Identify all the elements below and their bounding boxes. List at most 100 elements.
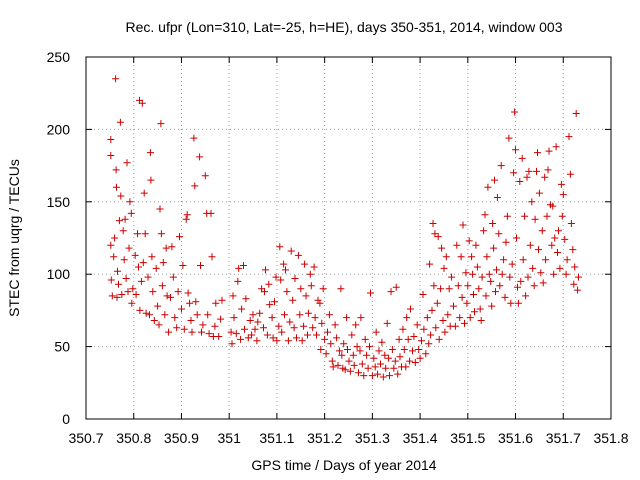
data-point bbox=[350, 361, 358, 369]
data-point bbox=[489, 220, 497, 227]
data-point bbox=[307, 282, 315, 290]
data-point bbox=[498, 270, 506, 278]
data-point bbox=[522, 292, 530, 300]
data-point bbox=[193, 311, 201, 319]
data-point bbox=[241, 325, 248, 333]
data-point bbox=[567, 220, 575, 227]
data-point bbox=[392, 283, 400, 291]
data-point bbox=[416, 354, 424, 362]
data-point bbox=[448, 273, 456, 281]
x-tick-label: 351.8 bbox=[593, 430, 628, 446]
data-point bbox=[530, 282, 538, 290]
data-point bbox=[335, 347, 343, 355]
data-point bbox=[383, 319, 391, 327]
data-point bbox=[124, 288, 132, 296]
data-point bbox=[297, 285, 305, 293]
data-point bbox=[469, 270, 477, 278]
data-point bbox=[462, 269, 470, 277]
data-point bbox=[230, 314, 238, 322]
data-point bbox=[317, 346, 325, 353]
data-point bbox=[422, 350, 430, 358]
data-point bbox=[433, 299, 441, 307]
data-point bbox=[418, 337, 425, 345]
data-point bbox=[385, 354, 393, 362]
data-point bbox=[388, 346, 396, 353]
data-point bbox=[201, 172, 209, 180]
data-point bbox=[375, 347, 383, 355]
data-point bbox=[310, 263, 318, 271]
data-point bbox=[316, 299, 324, 307]
data-point bbox=[544, 166, 552, 174]
data-point bbox=[322, 350, 330, 358]
data-point bbox=[420, 325, 428, 333]
data-point bbox=[276, 243, 284, 251]
data-point bbox=[543, 212, 551, 220]
data-point bbox=[570, 280, 578, 288]
data-point bbox=[284, 337, 292, 345]
x-tick-label: 351 bbox=[218, 430, 242, 446]
data-point bbox=[331, 321, 339, 329]
data-point bbox=[156, 205, 164, 213]
data-point bbox=[404, 335, 412, 343]
data-point bbox=[152, 264, 160, 272]
data-point bbox=[163, 292, 171, 300]
data-point bbox=[450, 302, 457, 310]
data-point bbox=[472, 241, 480, 249]
data-point bbox=[141, 230, 149, 238]
data-point bbox=[208, 253, 216, 261]
data-point bbox=[456, 314, 464, 322]
data-point bbox=[131, 251, 139, 259]
data-point bbox=[445, 285, 453, 293]
data-point bbox=[301, 260, 309, 268]
y-tick-label: 0 bbox=[62, 411, 70, 427]
data-point bbox=[161, 311, 169, 319]
data-point bbox=[107, 276, 115, 284]
x-tick-label: 351.5 bbox=[450, 430, 485, 446]
data-point bbox=[176, 233, 183, 241]
data-point bbox=[538, 227, 546, 235]
data-point bbox=[242, 295, 250, 303]
data-point bbox=[407, 305, 414, 313]
data-point bbox=[157, 120, 165, 128]
x-tick-label: 351.1 bbox=[259, 430, 294, 446]
data-point bbox=[502, 238, 510, 246]
data-point bbox=[159, 259, 167, 267]
data-point bbox=[431, 230, 439, 238]
data-point bbox=[551, 234, 559, 242]
data-point bbox=[381, 351, 389, 359]
data-point bbox=[302, 292, 310, 300]
data-point bbox=[180, 325, 188, 333]
data-point bbox=[127, 209, 135, 217]
x-axis-title: GPS time / Days of year 2014 bbox=[251, 457, 436, 473]
data-point bbox=[205, 330, 213, 338]
data-point bbox=[575, 273, 582, 281]
data-point bbox=[574, 286, 582, 294]
data-point bbox=[516, 178, 524, 185]
data-point bbox=[168, 243, 176, 251]
data-point bbox=[286, 318, 294, 326]
data-point bbox=[343, 314, 351, 322]
data-point bbox=[434, 233, 442, 241]
data-point bbox=[191, 182, 199, 190]
data-point bbox=[162, 244, 170, 252]
data-point bbox=[512, 146, 519, 154]
data-point bbox=[565, 133, 573, 141]
data-point bbox=[232, 330, 240, 338]
data-point bbox=[258, 285, 266, 293]
data-point bbox=[304, 309, 312, 317]
data-point bbox=[147, 176, 155, 184]
data-point bbox=[453, 241, 461, 249]
data-point bbox=[399, 325, 407, 333]
data-point bbox=[386, 372, 393, 380]
data-point bbox=[542, 256, 550, 264]
data-point bbox=[290, 324, 298, 332]
data-point bbox=[207, 209, 215, 217]
data-point bbox=[277, 276, 285, 284]
data-point bbox=[526, 241, 534, 249]
data-point bbox=[514, 283, 521, 291]
data-point bbox=[555, 227, 562, 235]
data-point bbox=[411, 359, 419, 366]
data-point bbox=[506, 273, 514, 281]
data-point bbox=[129, 285, 137, 293]
